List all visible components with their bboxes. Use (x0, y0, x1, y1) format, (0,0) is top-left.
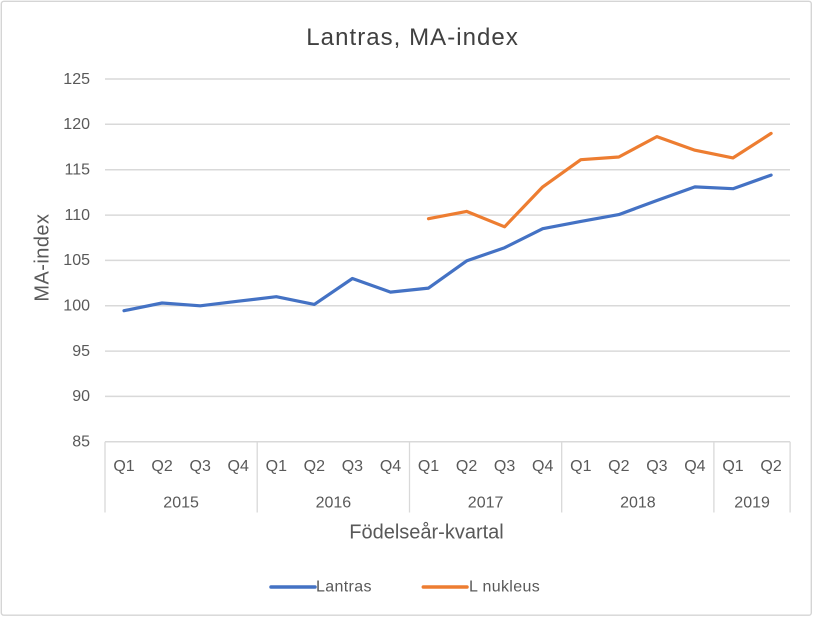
svg-text:Lantras, MA-index: Lantras, MA-index (306, 24, 519, 51)
svg-text:95: 95 (72, 343, 90, 360)
svg-text:110: 110 (64, 207, 90, 224)
svg-text:2016: 2016 (316, 495, 352, 512)
svg-text:Q4: Q4 (228, 458, 249, 475)
svg-text:L nukleus: L nukleus (469, 579, 540, 596)
svg-text:Q3: Q3 (342, 458, 363, 475)
svg-text:2019: 2019 (734, 495, 770, 512)
svg-text:Q1: Q1 (570, 458, 591, 475)
svg-text:120: 120 (63, 116, 90, 133)
svg-text:115: 115 (64, 162, 90, 179)
svg-text:Q2: Q2 (304, 458, 325, 475)
svg-text:Q3: Q3 (494, 458, 515, 475)
svg-text:Q1: Q1 (722, 458, 743, 475)
svg-text:Q1: Q1 (113, 458, 134, 475)
svg-text:125: 125 (63, 71, 90, 88)
svg-text:Q2: Q2 (608, 458, 629, 475)
svg-text:90: 90 (72, 388, 90, 405)
svg-text:2017: 2017 (468, 495, 504, 512)
svg-text:85: 85 (72, 434, 90, 451)
svg-text:100: 100 (63, 298, 90, 315)
svg-text:MA-index: MA-index (32, 214, 54, 302)
svg-text:Q2: Q2 (151, 458, 172, 475)
svg-text:Q1: Q1 (266, 458, 287, 475)
svg-text:Q2: Q2 (456, 458, 477, 475)
svg-text:Q1: Q1 (418, 458, 439, 475)
svg-text:Q4: Q4 (684, 458, 705, 475)
svg-text:2015: 2015 (163, 495, 199, 512)
svg-text:Q3: Q3 (646, 458, 667, 475)
svg-text:Q4: Q4 (380, 458, 401, 475)
svg-text:105: 105 (63, 252, 90, 269)
svg-text:Q3: Q3 (190, 458, 211, 475)
svg-text:2018: 2018 (620, 495, 656, 512)
svg-text:Födelseår-kvartal: Födelseår-kvartal (349, 522, 504, 544)
svg-text:Q4: Q4 (532, 458, 553, 475)
svg-text:Q2: Q2 (760, 458, 781, 475)
svg-text:Lantras: Lantras (316, 579, 372, 596)
